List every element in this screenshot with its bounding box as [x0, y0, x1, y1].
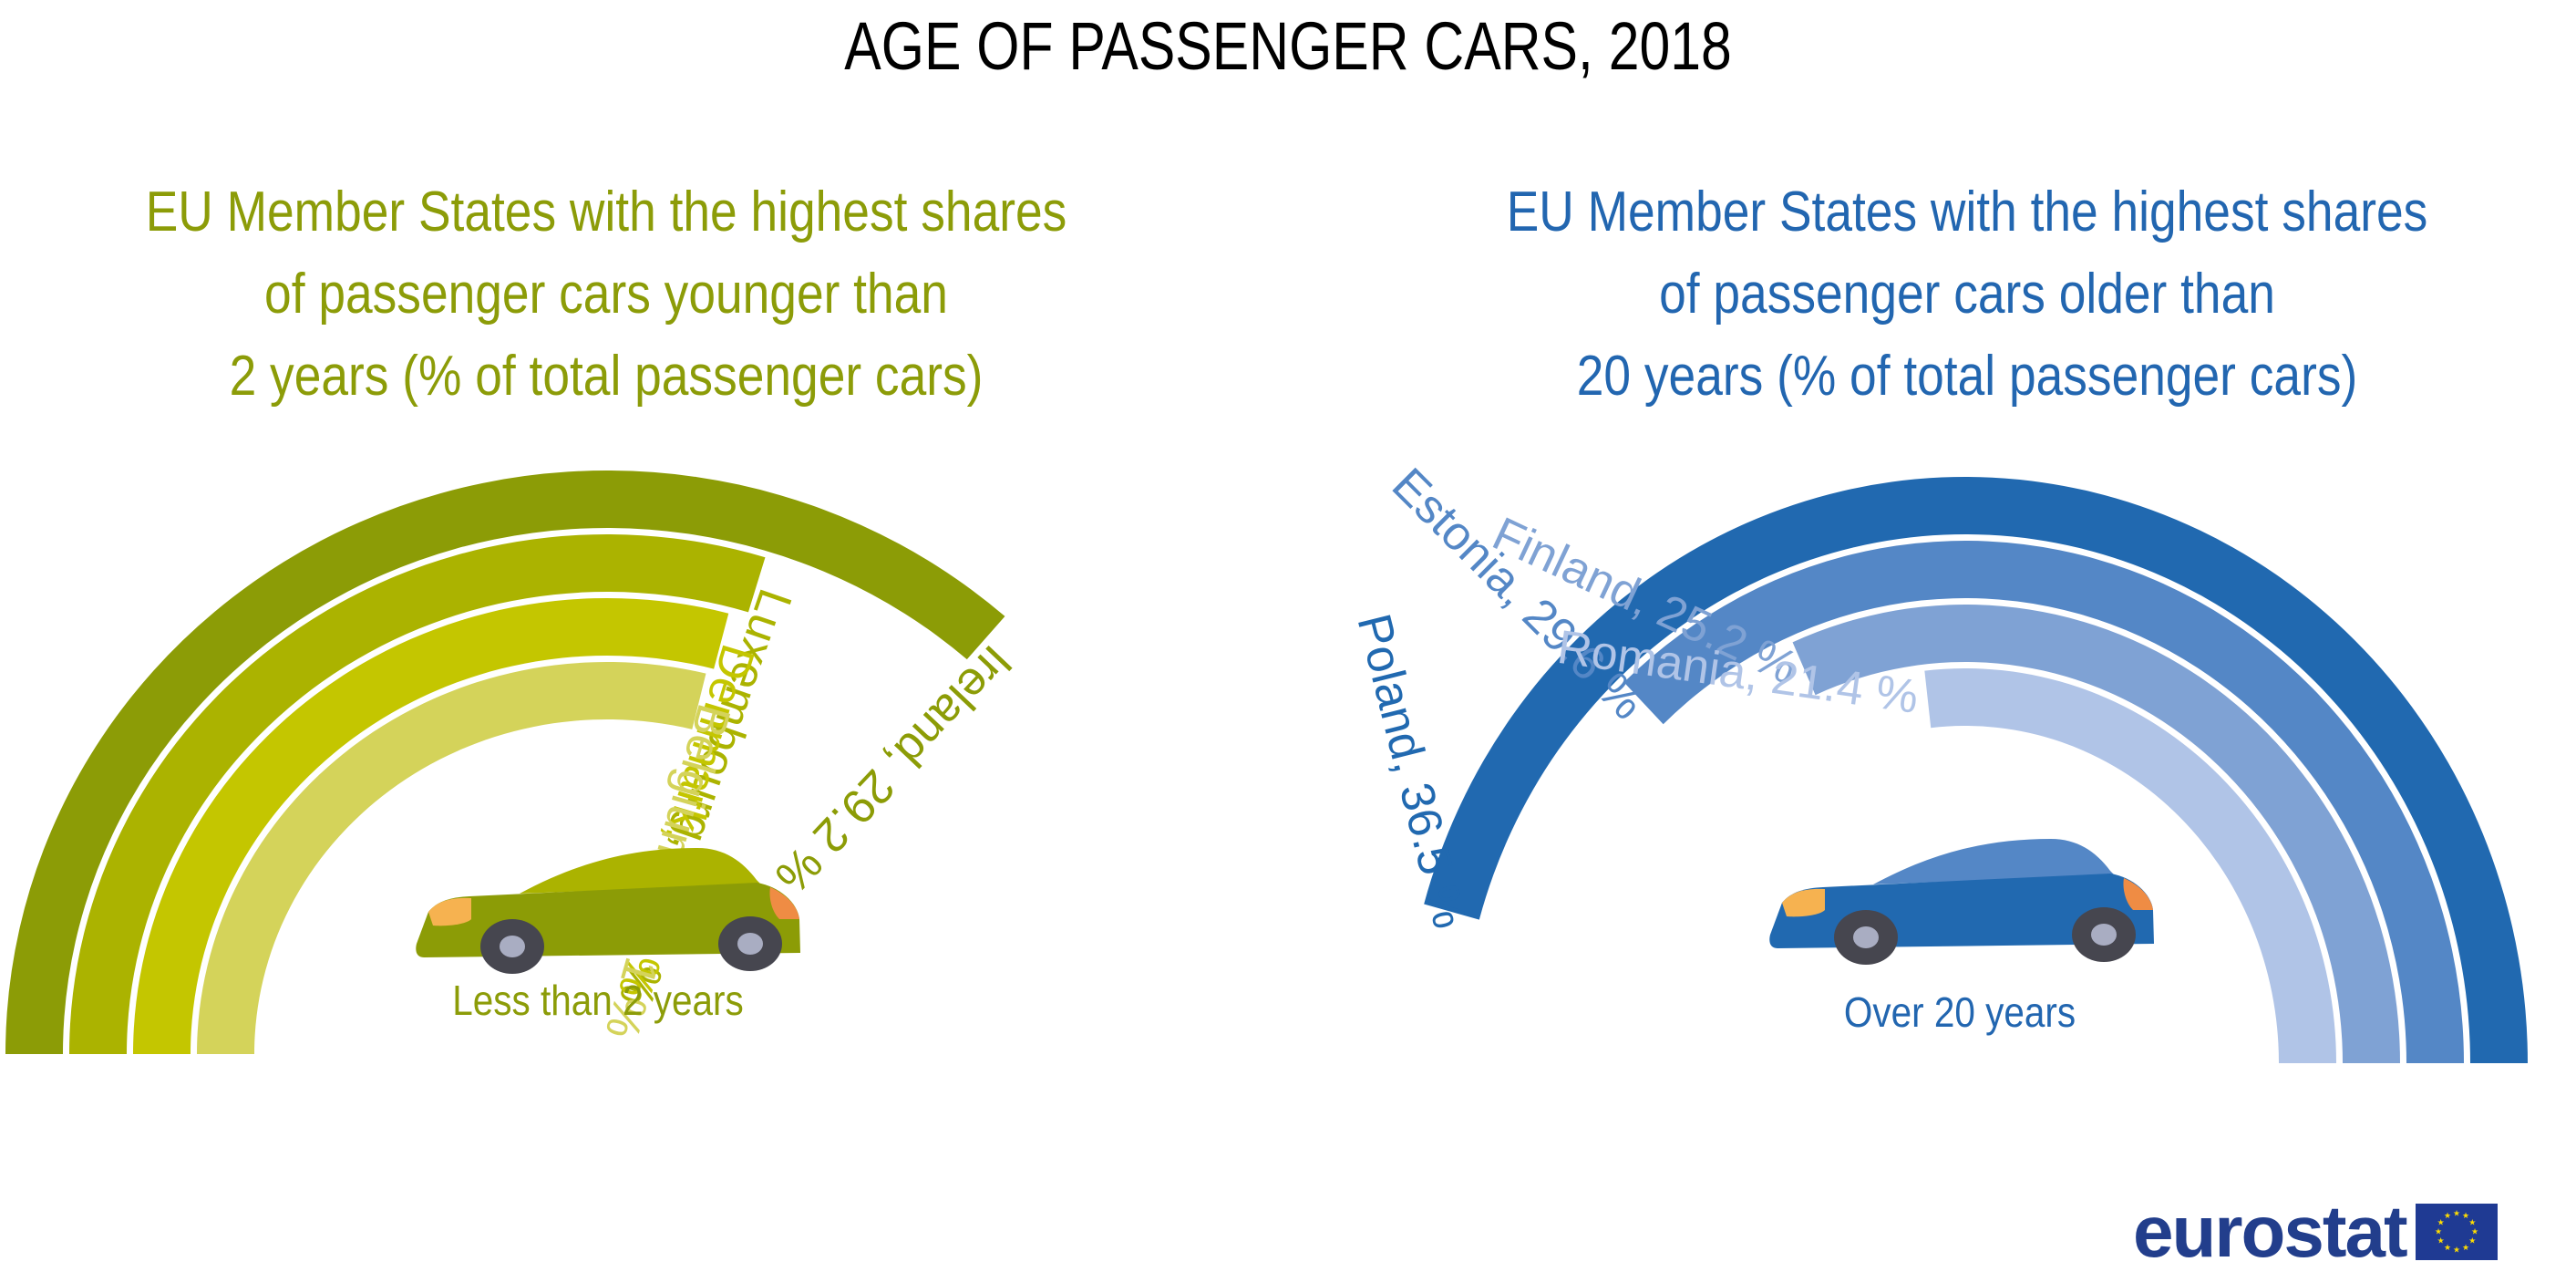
car-hub-front: [1853, 926, 1879, 948]
eu-flag-icon: ★ ★ ★ ★ ★ ★ ★ ★ ★ ★ ★ ★: [2415, 1204, 2498, 1260]
right-radial-chart: Poland, 36.5 %Estonia, 29.6 %Finland, 25…: [1346, 459, 2528, 1063]
eurostat-wordmark: eurostat: [2133, 1191, 2408, 1272]
eu-star-icon: ★: [2437, 1237, 2444, 1246]
eu-star-icon: ★: [2468, 1237, 2476, 1246]
left-chart-subtitle: EU Member States with the highest shares…: [85, 171, 1128, 418]
eu-star-icon: ★: [2468, 1219, 2476, 1228]
car-roof: [520, 848, 761, 894]
bar-estonia: [1623, 541, 2464, 1063]
car-rear-light: [2123, 878, 2153, 910]
left-subtitle-line: of passenger cars younger than: [264, 263, 948, 326]
label-poland: Poland, 36.5 %: [1346, 609, 1476, 934]
eu-star-icon: ★: [2437, 1219, 2444, 1228]
bar-denmark: [133, 598, 729, 1054]
eu-star-icon: ★: [2471, 1228, 2478, 1237]
young-car-icon: [416, 848, 800, 974]
bar-finland: [1792, 605, 2400, 1063]
bar-romania: [1924, 668, 2336, 1063]
car-front-light: [428, 897, 471, 926]
bar-poland: [1424, 477, 2528, 1063]
car-rear-light: [769, 887, 799, 919]
eu-star-icon: ★: [2462, 1212, 2469, 1221]
left-subtitle-line: EU Member States with the highest shares: [145, 181, 1067, 243]
eu-star-icon: ★: [2453, 1210, 2460, 1219]
bar-ireland: [5, 471, 1005, 1054]
left-subtitle-line: 2 years (% of total passenger cars): [229, 345, 984, 408]
car-hub-front: [500, 936, 525, 957]
chart-title: AGE OF PASSENGER CARS, 2018: [844, 8, 1732, 84]
right-chart-caption: Over 20 years: [1843, 988, 2076, 1036]
label-ireland: Ireland, 29.2 %: [765, 635, 1022, 903]
car-hub-rear: [2091, 924, 2117, 946]
right-subtitle-line: EU Member States with the highest shares: [1506, 181, 2428, 243]
car-roof: [1873, 839, 2115, 884]
eu-star-icon: ★: [2444, 1212, 2451, 1221]
bar-luxembourg: [69, 534, 766, 1054]
eu-star-icon: ★: [2435, 1228, 2442, 1237]
right-chart-subtitle: EU Member States with the highest shares…: [1444, 171, 2491, 418]
eu-star-icon: ★: [2453, 1246, 2460, 1256]
car-front-light: [1782, 888, 1825, 917]
bar-belgium: [197, 662, 706, 1054]
car-hub-rear: [737, 933, 763, 955]
old-car-icon: [1769, 839, 2154, 965]
eu-star-icon: ★: [2444, 1244, 2451, 1253]
left-chart-caption: Less than 2 years: [452, 977, 744, 1024]
right-subtitle-line: 20 years (% of total passenger cars): [1576, 345, 2358, 408]
right-subtitle-line: of passenger cars older than: [1659, 263, 2275, 326]
eu-star-icon: ★: [2462, 1244, 2469, 1253]
eurostat-logo: eurostat ★ ★ ★ ★ ★ ★ ★ ★ ★ ★ ★ ★: [2133, 1191, 2498, 1272]
